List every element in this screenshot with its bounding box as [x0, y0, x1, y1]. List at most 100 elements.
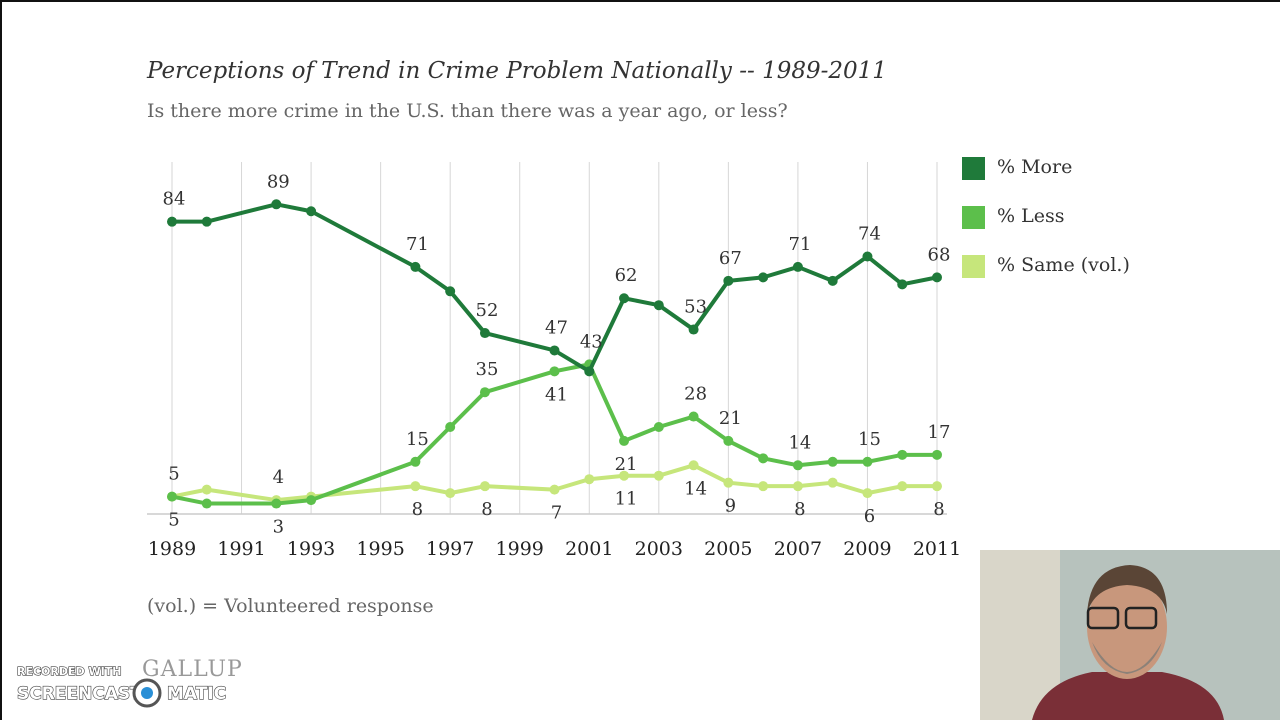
logo: GALLUP — [142, 657, 243, 682]
data-label: 52 — [476, 300, 499, 321]
chart-title: Perceptions of Trend in Crime Problem Na… — [146, 58, 887, 84]
point — [619, 435, 630, 446]
data-label: 28 — [684, 384, 707, 405]
data-label: 6 — [864, 506, 875, 527]
point — [619, 470, 630, 481]
x-tick-label: 1993 — [287, 538, 335, 560]
point — [306, 495, 317, 506]
point — [897, 279, 908, 290]
point — [758, 272, 769, 283]
data-label: 71 — [406, 234, 429, 255]
data-label: 84 — [163, 189, 186, 210]
point — [792, 481, 803, 492]
data-label: 8 — [933, 499, 944, 520]
point — [410, 481, 421, 492]
x-tick-label: 1989 — [148, 538, 196, 560]
watermark: RECORDED WITH — [17, 665, 121, 678]
webcam-person — [1087, 565, 1167, 614]
data-label: 21 — [615, 454, 638, 475]
data-label: 5 — [168, 510, 179, 531]
data-label: 21 — [719, 408, 742, 429]
data-label: 53 — [684, 297, 707, 318]
point — [445, 286, 456, 297]
legend-swatch — [962, 157, 985, 180]
webcam-glasses — [1086, 606, 1120, 630]
point — [271, 498, 282, 509]
series-line — [171, 463, 937, 503]
point — [549, 345, 560, 356]
data-label: 8 — [412, 499, 423, 520]
webcam-person — [1092, 642, 1162, 674]
data-label: 17 — [928, 422, 951, 443]
point — [827, 275, 838, 286]
x-tick-label: 2003 — [635, 538, 683, 560]
point — [479, 328, 490, 339]
data-label: 11 — [615, 489, 638, 510]
data-label: 3 — [273, 517, 284, 538]
x-tick-label: 2011 — [913, 538, 961, 560]
point — [932, 449, 942, 460]
point — [584, 366, 595, 377]
webcam — [980, 550, 1280, 720]
point — [723, 275, 734, 286]
data-label: 62 — [615, 265, 638, 286]
point — [827, 456, 838, 467]
point — [306, 206, 317, 217]
x-tick-label: 2009 — [843, 538, 891, 560]
data-label: 15 — [406, 429, 429, 450]
webcam-person — [1032, 672, 1224, 720]
watermark-icon — [141, 687, 153, 699]
point — [201, 484, 212, 495]
point — [897, 481, 908, 492]
legend-label: % Less — [997, 205, 1064, 227]
point — [653, 422, 664, 432]
point — [201, 216, 212, 227]
point — [723, 435, 734, 446]
data-label: 67 — [719, 248, 742, 269]
chart-subtitle: Is there more crime in the U.S. than the… — [147, 100, 788, 122]
point — [932, 481, 942, 492]
data-label: 71 — [788, 234, 811, 255]
webcam-glasses — [1124, 606, 1158, 630]
watermark: SCREENCAST — [17, 684, 142, 704]
data-label: 4 — [273, 467, 284, 488]
point — [479, 387, 490, 398]
point — [758, 453, 769, 464]
legend-label: % More — [997, 156, 1072, 178]
watermark: MATIC — [167, 684, 226, 704]
point — [897, 449, 908, 460]
point — [758, 481, 769, 492]
point — [792, 460, 803, 471]
data-label: 14 — [788, 432, 811, 453]
point — [688, 411, 699, 422]
point — [549, 366, 560, 377]
point — [653, 300, 664, 311]
point — [827, 477, 838, 488]
point — [479, 481, 490, 492]
point — [619, 293, 630, 304]
data-label: 47 — [545, 317, 568, 338]
data-label: 41 — [545, 384, 568, 405]
point — [688, 324, 699, 335]
x-tick-label: 1999 — [496, 538, 544, 560]
plot — [147, 162, 947, 515]
point — [862, 488, 873, 499]
data-label: 7 — [551, 503, 562, 524]
point — [862, 251, 873, 262]
data-label: 68 — [928, 244, 951, 265]
point — [410, 456, 421, 467]
point — [653, 470, 664, 481]
data-label: 14 — [684, 478, 707, 499]
x-tick-label: 2001 — [565, 538, 613, 560]
footnote: (vol.) = Volunteered response — [147, 595, 434, 617]
point — [445, 488, 456, 499]
point — [549, 484, 560, 495]
point — [862, 456, 873, 467]
point — [584, 474, 595, 485]
x-tick-label: 1991 — [217, 538, 265, 560]
webcam-wall — [980, 550, 1060, 720]
point — [167, 491, 177, 502]
legend-label: % Same (vol.) — [997, 254, 1130, 276]
